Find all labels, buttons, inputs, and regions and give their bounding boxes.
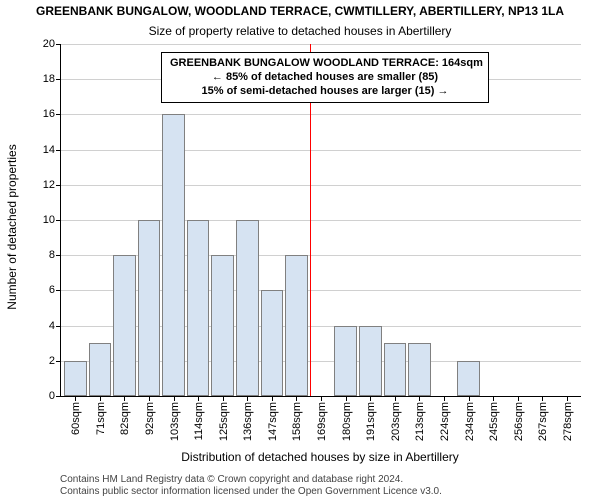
y-tick-label: 10 [43, 214, 55, 226]
x-tick-mark [444, 396, 445, 401]
bar [236, 220, 259, 396]
bar [285, 255, 308, 396]
annotation-line3: 15% of semi-detached houses are larger (… [170, 85, 480, 99]
x-tick-mark [493, 396, 494, 401]
y-tick-mark [56, 396, 61, 397]
bar [113, 255, 136, 396]
x-tick-mark [542, 396, 543, 401]
bar [89, 343, 112, 396]
bar-slot: 82sqm [112, 44, 137, 396]
footer-attribution: Contains HM Land Registry data © Crown c… [60, 474, 590, 498]
x-tick-label: 92sqm [144, 402, 156, 435]
x-tick-mark [370, 396, 371, 401]
annotation-line1: GREENBANK BUNGALOW WOODLAND TERRACE: 164… [170, 57, 480, 71]
x-tick-label: 114sqm [193, 402, 205, 440]
y-tick-mark [56, 44, 61, 45]
x-tick-mark [174, 396, 175, 401]
x-tick-mark [100, 396, 101, 401]
bar [261, 290, 284, 396]
x-tick-label: 136sqm [242, 402, 254, 441]
bar [138, 220, 161, 396]
bar [64, 361, 87, 396]
bar [162, 114, 185, 396]
y-tick-mark [56, 290, 61, 291]
y-axis-label: Number of detached properties [5, 144, 19, 309]
x-tick-label: 158sqm [291, 402, 303, 441]
x-tick-label: 267sqm [537, 402, 549, 441]
x-tick-label: 213sqm [414, 402, 426, 441]
y-tick-mark [56, 326, 61, 327]
y-tick-mark [56, 79, 61, 80]
x-tick-label: 234sqm [464, 402, 476, 441]
x-axis-label: Distribution of detached houses by size … [60, 450, 580, 464]
footer-line2: Contains public sector information licen… [60, 486, 590, 498]
x-tick-label: 169sqm [316, 402, 328, 441]
y-tick-label: 16 [43, 108, 55, 120]
x-tick-mark [321, 396, 322, 401]
bar [457, 361, 480, 396]
annotation-box: GREENBANK BUNGALOW WOODLAND TERRACE: 164… [161, 52, 489, 103]
x-tick-mark [395, 396, 396, 401]
bar-slot: 267sqm [530, 44, 555, 396]
x-tick-label: 191sqm [365, 402, 377, 441]
y-tick-label: 4 [49, 320, 55, 332]
bar-slot: 92sqm [137, 44, 162, 396]
chart-container: GREENBANK BUNGALOW, WOODLAND TERRACE, CW… [0, 0, 600, 500]
x-tick-mark [198, 396, 199, 401]
plot-area: 60sqm71sqm82sqm92sqm103sqm114sqm125sqm13… [60, 44, 581, 397]
annotation-line2: ← 85% of detached houses are smaller (85… [170, 71, 480, 85]
bar-slot: 278sqm [555, 44, 580, 396]
x-tick-label: 224sqm [439, 402, 451, 441]
x-tick-label: 71sqm [95, 402, 107, 435]
x-tick-label: 60sqm [70, 402, 82, 435]
y-tick-label: 6 [49, 284, 55, 296]
y-tick-label: 12 [43, 179, 55, 191]
y-tick-mark [56, 150, 61, 151]
bar [334, 326, 357, 396]
y-tick-label: 8 [49, 249, 55, 261]
y-tick-mark [56, 185, 61, 186]
x-tick-mark [419, 396, 420, 401]
bar-slot: 60sqm [63, 44, 88, 396]
x-tick-mark [296, 396, 297, 401]
chart-title-sub: Size of property relative to detached ho… [0, 24, 600, 38]
x-tick-mark [75, 396, 76, 401]
x-tick-label: 256sqm [513, 402, 525, 441]
x-tick-label: 147sqm [267, 402, 279, 441]
x-tick-label: 103sqm [169, 402, 181, 441]
y-tick-label: 0 [49, 390, 55, 402]
x-tick-mark [223, 396, 224, 401]
y-tick-mark [56, 114, 61, 115]
x-tick-mark [346, 396, 347, 401]
y-tick-mark [56, 220, 61, 221]
y-tick-label: 2 [49, 355, 55, 367]
footer-line1: Contains HM Land Registry data © Crown c… [60, 474, 590, 486]
x-tick-label: 203sqm [390, 402, 402, 441]
x-tick-mark [124, 396, 125, 401]
bar [384, 343, 407, 396]
chart-title-main: GREENBANK BUNGALOW, WOODLAND TERRACE, CW… [0, 4, 600, 18]
x-tick-label: 82sqm [119, 402, 131, 435]
x-tick-mark [469, 396, 470, 401]
bar [359, 326, 382, 396]
y-tick-mark [56, 255, 61, 256]
bar [211, 255, 234, 396]
x-tick-label: 278sqm [562, 402, 574, 441]
y-tick-label: 18 [43, 73, 55, 85]
bar-slot: 256sqm [505, 44, 530, 396]
x-tick-mark [567, 396, 568, 401]
x-tick-label: 180sqm [341, 402, 353, 441]
x-tick-label: 245sqm [488, 402, 500, 441]
x-tick-mark [272, 396, 273, 401]
bar-slot: 71sqm [88, 44, 113, 396]
y-tick-mark [56, 361, 61, 362]
x-tick-mark [149, 396, 150, 401]
y-tick-label: 14 [43, 144, 55, 156]
y-tick-label: 20 [43, 38, 55, 50]
x-tick-label: 125sqm [218, 402, 230, 441]
x-tick-mark [518, 396, 519, 401]
bar [408, 343, 431, 396]
x-tick-mark [247, 396, 248, 401]
bar [187, 220, 210, 396]
